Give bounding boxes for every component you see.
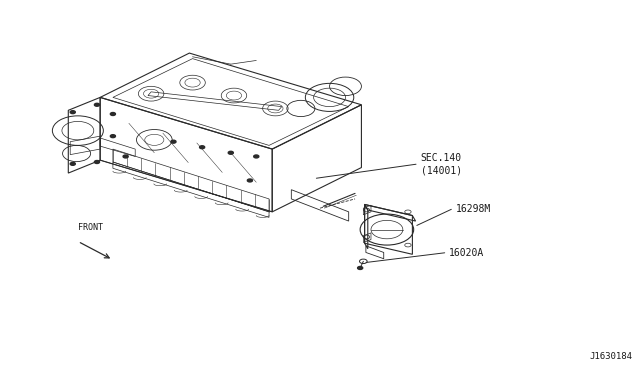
- Text: SEC.140
(14001): SEC.140 (14001): [420, 153, 462, 176]
- Circle shape: [95, 161, 100, 163]
- Text: FRONT: FRONT: [78, 223, 103, 232]
- Circle shape: [70, 111, 76, 113]
- Circle shape: [171, 140, 176, 143]
- Text: 16298M: 16298M: [456, 204, 491, 214]
- Circle shape: [110, 135, 115, 138]
- Circle shape: [360, 259, 367, 263]
- Circle shape: [123, 155, 128, 158]
- Circle shape: [358, 266, 363, 269]
- Circle shape: [95, 103, 100, 106]
- Text: 16020A: 16020A: [449, 248, 484, 258]
- Circle shape: [253, 155, 259, 158]
- Circle shape: [110, 112, 115, 115]
- Circle shape: [200, 146, 205, 149]
- Text: J1630184: J1630184: [589, 352, 632, 361]
- Circle shape: [247, 179, 252, 182]
- Circle shape: [228, 151, 234, 154]
- Circle shape: [70, 162, 76, 165]
